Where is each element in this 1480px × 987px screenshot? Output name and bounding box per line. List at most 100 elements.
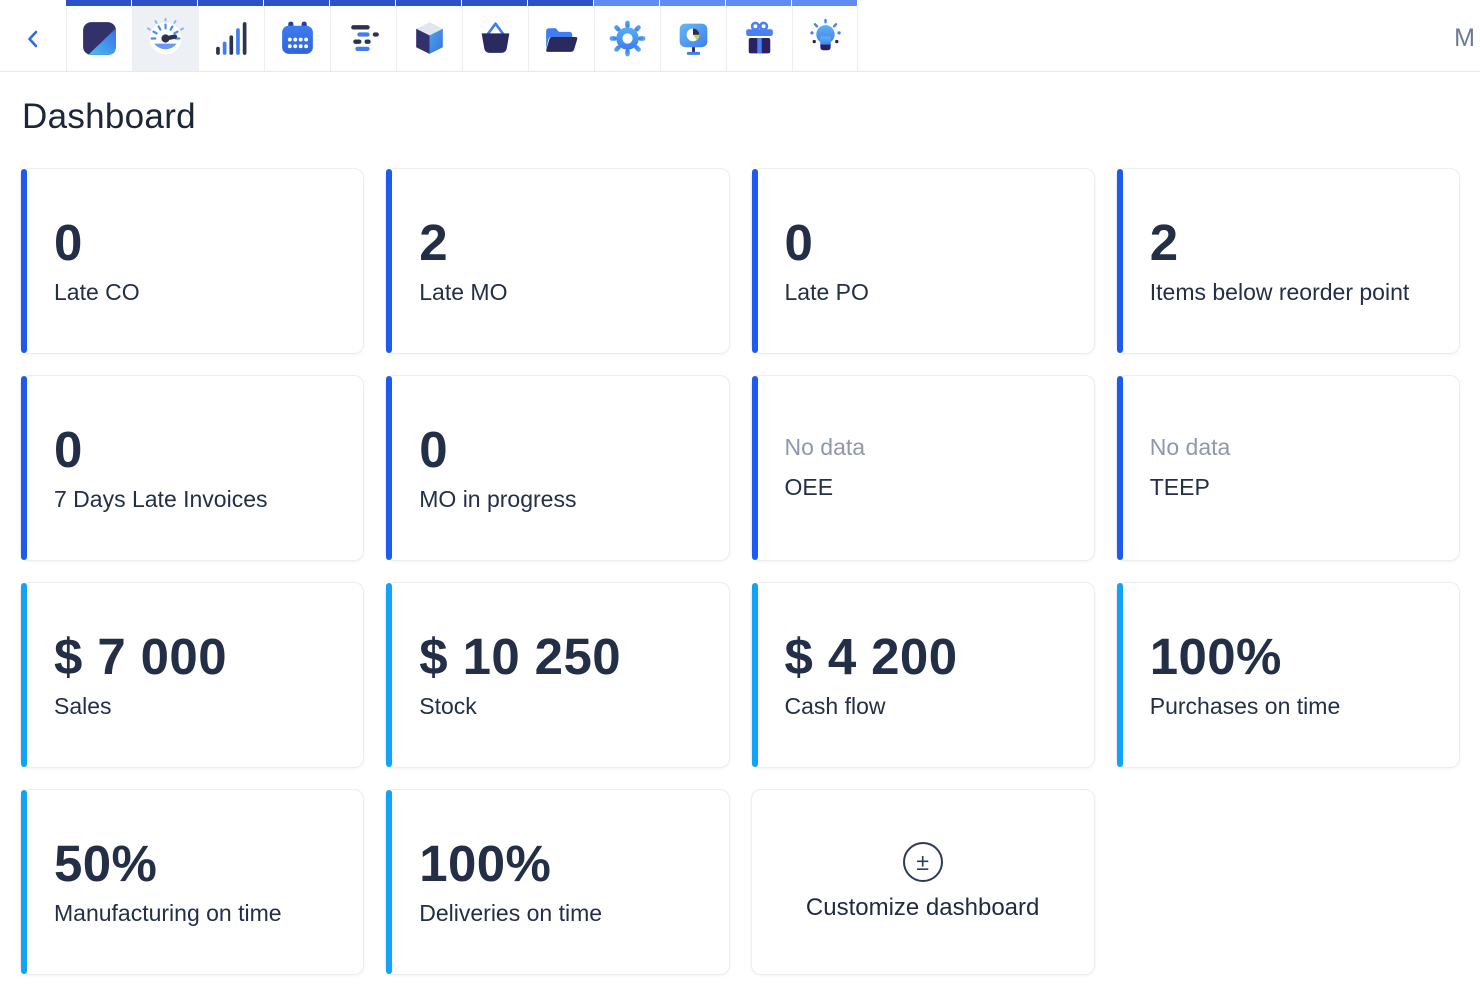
page-title: Dashboard bbox=[22, 97, 196, 136]
tab-strip bbox=[264, 0, 329, 6]
tab-calendar[interactable] bbox=[264, 0, 330, 71]
tab-strip bbox=[396, 0, 461, 6]
tab-strip bbox=[330, 0, 395, 6]
accent-bar bbox=[386, 376, 393, 560]
kpi-value: 50% bbox=[54, 834, 158, 892]
user-menu-partial[interactable]: M bbox=[1454, 24, 1475, 52]
kpi-label: Sales bbox=[54, 693, 112, 720]
accent-bar bbox=[21, 583, 27, 767]
bar-chart-icon bbox=[216, 22, 247, 55]
accent-bar bbox=[21, 376, 27, 560]
tab-strip bbox=[726, 0, 791, 6]
tab-strip bbox=[660, 0, 725, 6]
kpi-label: Purchases on time bbox=[1149, 693, 1341, 720]
kpi-label: Stock bbox=[419, 693, 477, 720]
kpi-card-oee[interactable]: No data OEE bbox=[750, 375, 1095, 561]
kpi-label: MO in progress bbox=[419, 486, 577, 513]
accent-bar bbox=[386, 169, 393, 353]
kpi-card-stock[interactable]: $ 10 250 Stock bbox=[385, 582, 730, 768]
accent-bar bbox=[386, 583, 393, 767]
kpi-value: 100% bbox=[419, 834, 552, 892]
tab-demo-presentation[interactable] bbox=[660, 0, 726, 71]
toolbar-tabs bbox=[66, 0, 858, 71]
kpi-no-data-text: No data bbox=[1149, 434, 1231, 461]
app-logo-icon bbox=[83, 22, 116, 55]
kpi-card-manufacturing-on-time[interactable]: 50% Manufacturing on time bbox=[20, 789, 365, 975]
kpi-label: Late MO bbox=[419, 279, 508, 306]
accent-bar bbox=[751, 583, 758, 767]
kpi-value: $ 10 250 bbox=[419, 627, 621, 685]
tab-strip bbox=[198, 0, 263, 6]
kpi-card-teep[interactable]: No data TEEP bbox=[1115, 375, 1460, 561]
lightbulb-icon bbox=[809, 18, 841, 51]
tab-settings-gear[interactable] bbox=[594, 0, 660, 71]
gantt-tasks-icon bbox=[351, 25, 379, 52]
accent-bar bbox=[1116, 376, 1123, 560]
kpi-value: 0 bbox=[54, 213, 83, 271]
kpi-card-items-below-reorder-point[interactable]: 2 Items below reorder point bbox=[1115, 168, 1460, 354]
tab-strip bbox=[594, 0, 659, 6]
customize-dashboard-button[interactable]: ± Customize dashboard bbox=[750, 789, 1095, 975]
kpi-card-late-po[interactable]: 0 Late PO bbox=[750, 168, 1095, 354]
tab-strip bbox=[792, 0, 857, 6]
tab-strip bbox=[66, 0, 131, 6]
tab-dashboard-gauge[interactable] bbox=[132, 0, 198, 71]
tab-strip bbox=[462, 0, 527, 6]
kpi-card-deliveries-on-time[interactable]: 100% Deliveries on time bbox=[385, 789, 730, 975]
tab-stock-cube[interactable] bbox=[396, 0, 462, 71]
accent-bar bbox=[1116, 169, 1123, 353]
gauge-icon bbox=[146, 18, 185, 55]
plus-minus-circle-icon: ± bbox=[902, 842, 943, 882]
kpi-card-late-mo[interactable]: 2 Late MO bbox=[385, 168, 730, 354]
gift-icon bbox=[746, 21, 773, 54]
accent-bar bbox=[751, 376, 758, 560]
tab-strip bbox=[132, 0, 197, 6]
kpi-label: Deliveries on time bbox=[419, 900, 603, 927]
customize-dashboard-label: Customize dashboard bbox=[805, 894, 1040, 921]
kpi-label: Cash flow bbox=[784, 693, 886, 720]
cube-icon bbox=[416, 22, 443, 54]
kpi-grid: 0 Late CO 2 Late MO 0 Late PO 2 Items be… bbox=[0, 168, 1480, 975]
kpi-value: 2 bbox=[1149, 213, 1179, 271]
kpi-value: 2 bbox=[419, 213, 449, 271]
kpi-no-data-text: No data bbox=[784, 434, 866, 461]
kpi-label: Manufacturing on time bbox=[54, 900, 282, 927]
tab-statistics[interactable] bbox=[198, 0, 264, 71]
back-button[interactable] bbox=[0, 0, 66, 71]
kpi-value: $ 4 200 bbox=[784, 627, 958, 685]
gear-icon bbox=[609, 20, 646, 57]
kpi-value: 100% bbox=[1149, 627, 1282, 685]
chevron-left-icon bbox=[28, 30, 38, 47]
kpi-value: 0 bbox=[784, 213, 814, 271]
kpi-card-late-co[interactable]: 0 Late CO bbox=[20, 168, 365, 354]
accent-bar bbox=[751, 169, 758, 353]
kpi-value: 0 bbox=[419, 420, 449, 478]
kpi-card-sales[interactable]: $ 7 000 Sales bbox=[20, 582, 365, 768]
accent-bar bbox=[386, 790, 393, 974]
accent-bar bbox=[21, 169, 27, 353]
kpi-card-mo-in-progress[interactable]: 0 MO in progress bbox=[385, 375, 730, 561]
basket-icon bbox=[481, 22, 510, 53]
accent-bar bbox=[21, 790, 27, 974]
folder-icon bbox=[546, 28, 578, 52]
tab-procurement-basket[interactable] bbox=[462, 0, 528, 71]
kpi-label: Late CO bbox=[54, 279, 140, 306]
kpi-value: 0 bbox=[54, 420, 83, 478]
kpi-label: OEE bbox=[784, 473, 834, 500]
tab-app-logo[interactable] bbox=[66, 0, 132, 71]
kpi-card-cash-flow[interactable]: $ 4 200 Cash flow bbox=[750, 582, 1095, 768]
kpi-card-purchases-on-time[interactable]: 100% Purchases on time bbox=[1115, 582, 1460, 768]
tab-referral-gift[interactable] bbox=[726, 0, 792, 71]
accent-bar bbox=[1116, 583, 1123, 767]
kpi-label: TEEP bbox=[1149, 473, 1210, 500]
kpi-label: Items below reorder point bbox=[1149, 279, 1410, 306]
presentation-pie-icon bbox=[679, 23, 708, 55]
tab-planning-gantt[interactable] bbox=[330, 0, 396, 71]
tab-documents-folder[interactable] bbox=[528, 0, 594, 71]
kpi-label: Late PO bbox=[784, 279, 869, 306]
tab-tips-lightbulb[interactable] bbox=[792, 0, 858, 71]
tab-strip bbox=[528, 0, 593, 6]
calendar-icon bbox=[282, 21, 313, 54]
kpi-card-7-days-late-invoices[interactable]: 0 7 Days Late Invoices bbox=[20, 375, 365, 561]
kpi-label: 7 Days Late Invoices bbox=[54, 486, 268, 513]
